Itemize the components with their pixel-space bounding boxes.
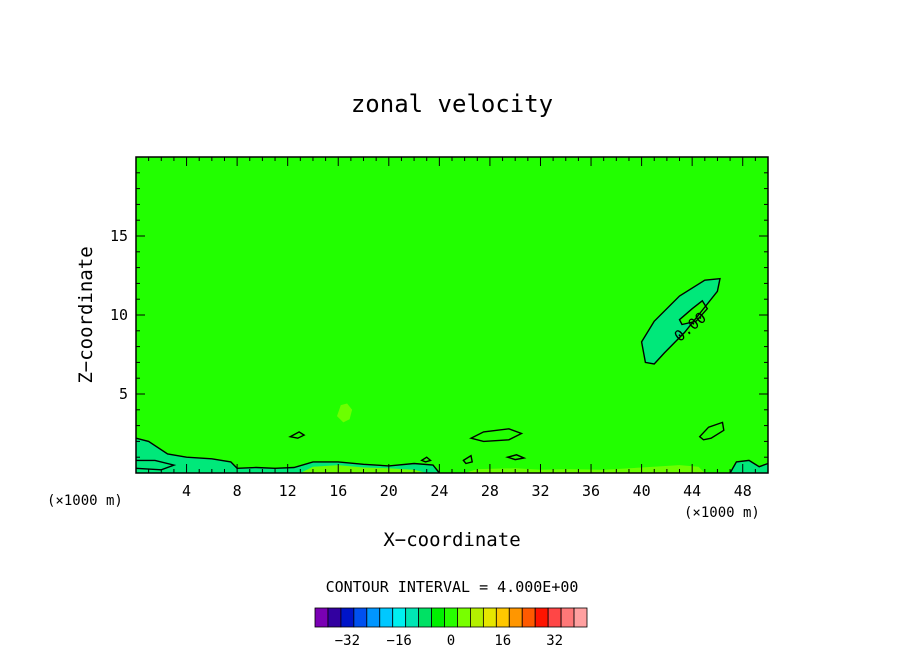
contour-patch-45 [698, 421, 725, 441]
weak-positive-spot [337, 403, 353, 423]
y-tick-label: 5 [119, 385, 128, 403]
colorbar-swatch [470, 607, 484, 628]
jet-inner-ring [679, 300, 708, 325]
contour-patch-28 [469, 428, 524, 443]
x-tick-label: 16 [329, 482, 347, 500]
colorbar-swatch [482, 607, 497, 628]
colorbar-swatch [521, 607, 536, 628]
x-tick-label: 8 [233, 482, 242, 500]
colorbar-swatch [366, 607, 381, 628]
colorbar-tick-label: 0 [447, 633, 455, 649]
x-tick-label: 40 [633, 482, 651, 500]
colorbar-swatch [560, 607, 575, 628]
x-tick-label: 4 [182, 482, 191, 500]
colorbar-swatch [547, 607, 562, 628]
contour-surface-right [729, 459, 769, 474]
x-tick-label: 32 [531, 482, 549, 500]
chart-title: zonal velocity [351, 90, 553, 118]
x-tick-label: 44 [683, 482, 701, 500]
y-axis-unit: (×1000 m) [47, 493, 123, 509]
colorbar-tick-label: 16 [494, 633, 511, 649]
contour-surface-left [135, 437, 440, 474]
y-tick-label: 15 [110, 227, 128, 245]
x-tick-label: 28 [481, 482, 499, 500]
colorbar-swatch [534, 607, 549, 628]
x-tick-label: 20 [380, 482, 398, 500]
colorbar-tick-label: −16 [387, 633, 412, 649]
colorbar-swatch [431, 607, 445, 628]
colorbar-swatch [353, 607, 368, 628]
contour-surface-left-low [135, 459, 177, 471]
x-tick-label: 48 [734, 482, 752, 500]
contour-patch-23 [420, 456, 432, 463]
colorbar-swatch [314, 607, 329, 628]
colorbar-swatch [379, 607, 394, 628]
colorbar-swatch [457, 607, 471, 628]
colorbar-swatch [418, 607, 432, 628]
x-tick-label: 12 [279, 482, 297, 500]
x-tick-label: 36 [582, 482, 600, 500]
colorbar-swatch [405, 607, 420, 628]
surface-band [136, 438, 440, 473]
contour-patch-13 [288, 431, 306, 439]
colorbar-swatch [508, 607, 523, 628]
right-surface-patch [730, 460, 768, 473]
contour-jet-inner [678, 299, 709, 326]
x-tick-label: 24 [430, 482, 448, 500]
colorbar-swatch [444, 607, 458, 628]
colorbar-swatch [392, 607, 407, 628]
contour-interval-label: CONTOUR INTERVAL = 4.000E+00 [326, 578, 579, 596]
x-axis-unit: (×1000 m) [684, 505, 760, 521]
colorbar: −32 −16 0 16 32 [314, 607, 588, 649]
contour-lines [135, 277, 769, 474]
colorbar-swatch [495, 607, 510, 628]
weak-positive-surface-1 [464, 465, 705, 473]
y-tick-label: 10 [110, 306, 128, 324]
colorbar-swatch [340, 607, 355, 628]
y-axis-label: Z−coordinate [75, 246, 97, 383]
plot-area [136, 157, 768, 473]
x-axis-label: X−coordinate [383, 529, 520, 551]
colorbar-tick-label: 32 [546, 633, 563, 649]
colorbar-tick-label: −32 [335, 633, 360, 649]
colorbar-swatch [573, 607, 588, 628]
colorbar-swatch [327, 607, 342, 628]
contour-patch-26 [462, 454, 474, 465]
contour-patch-30 [505, 454, 527, 461]
contour-jet-outer [640, 277, 721, 365]
